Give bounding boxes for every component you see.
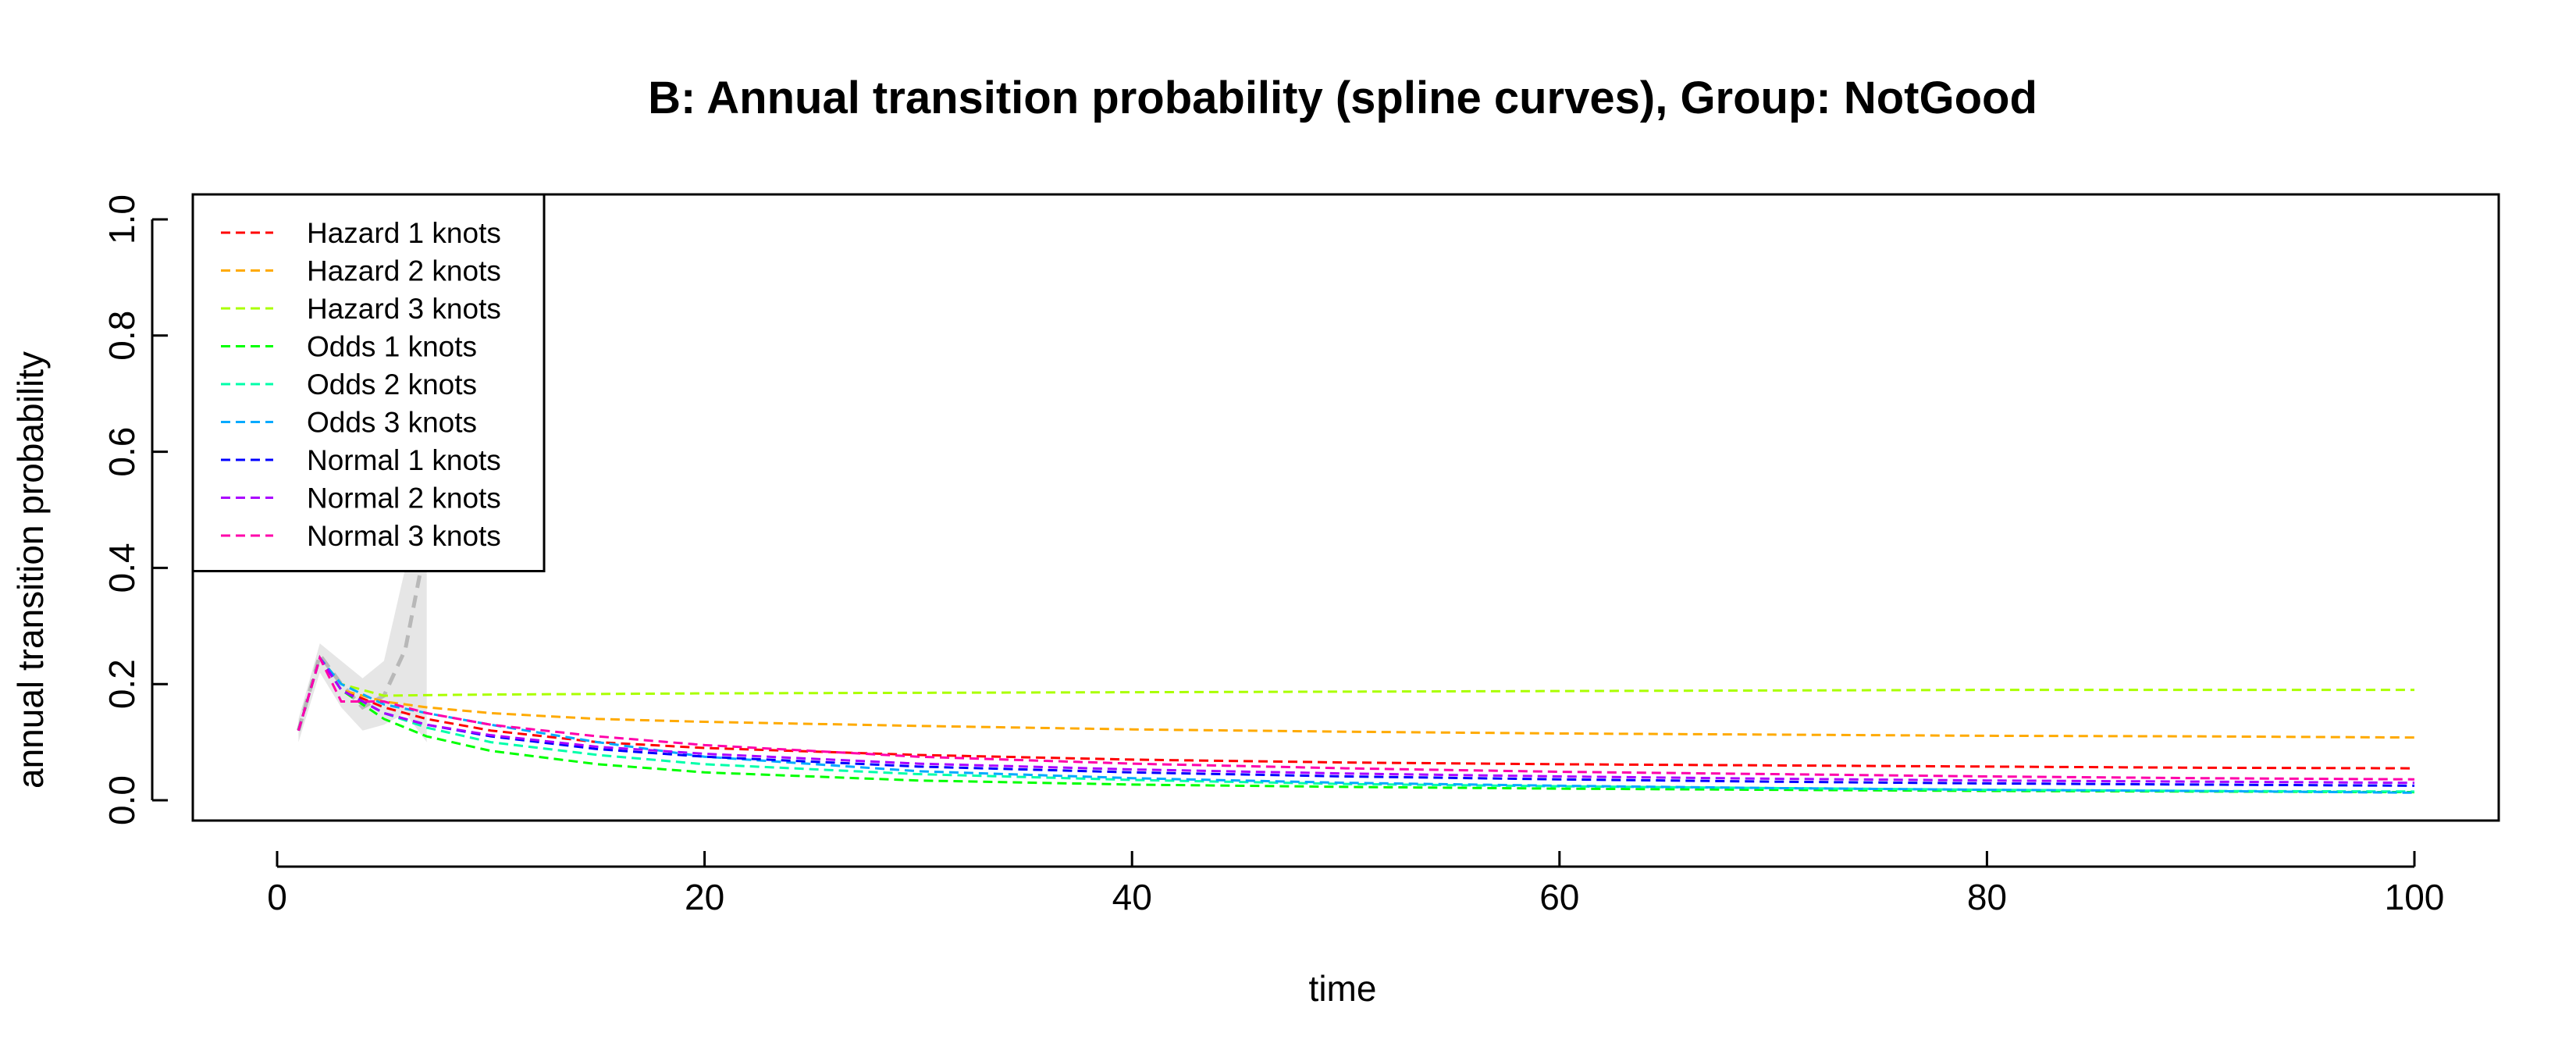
legend-label: Normal 3 knots [307, 520, 501, 552]
y-tick-label: 0.6 [101, 427, 142, 477]
y-tick-label: 1.0 [101, 194, 142, 244]
series-line-3 [297, 655, 2414, 732]
y-tick-label: 0.2 [101, 659, 142, 709]
legend-label: Odds 2 knots [307, 369, 477, 401]
x-tick-label: 0 [267, 877, 287, 917]
legend-label: Normal 1 knots [307, 444, 501, 476]
series-line-2 [297, 655, 2415, 739]
x-axis-label: time [1309, 968, 1377, 1009]
legend-label: Hazard 2 knots [307, 255, 501, 287]
series-line-4 [297, 655, 2415, 794]
series-line-9 [297, 654, 2415, 781]
chart-title: B: Annual transition probability (spline… [648, 73, 2037, 123]
y-tick-label: 0.0 [101, 775, 142, 825]
y-axis: 0.0 0.2 0.4 0.6 0.8 1.0 [101, 194, 168, 825]
series-line-8 [297, 655, 2415, 785]
legend-box [191, 193, 546, 572]
y-tick-label: 0.4 [101, 543, 142, 593]
x-tick-label: 100 [2385, 877, 2445, 917]
legend-label: Odds 3 knots [307, 407, 477, 439]
x-tick-label: 60 [1539, 877, 1579, 917]
y-tick-label: 0.8 [101, 311, 142, 361]
legend-label: Hazard 3 knots [307, 293, 501, 325]
x-tick-label: 40 [1112, 877, 1152, 917]
x-tick-label: 80 [1967, 877, 2007, 917]
x-tick-label: 20 [685, 877, 724, 917]
series-line-6 [297, 655, 2415, 794]
series-line-5 [297, 655, 2415, 793]
series-line-1 [297, 655, 2415, 770]
legend: Hazard 1 knots Hazard 2 knots Hazard 3 kno… [191, 193, 546, 572]
x-axis: 0 20 40 60 80 100 [267, 851, 2444, 917]
observed-band-line [296, 538, 429, 732]
legend-label: Hazard 1 knots [307, 217, 501, 249]
y-axis-label: annual transition probability [10, 351, 51, 789]
legend-label: Odds 1 knots [307, 331, 477, 363]
legend-label: Normal 2 knots [307, 482, 501, 515]
series-layer [297, 654, 2415, 794]
